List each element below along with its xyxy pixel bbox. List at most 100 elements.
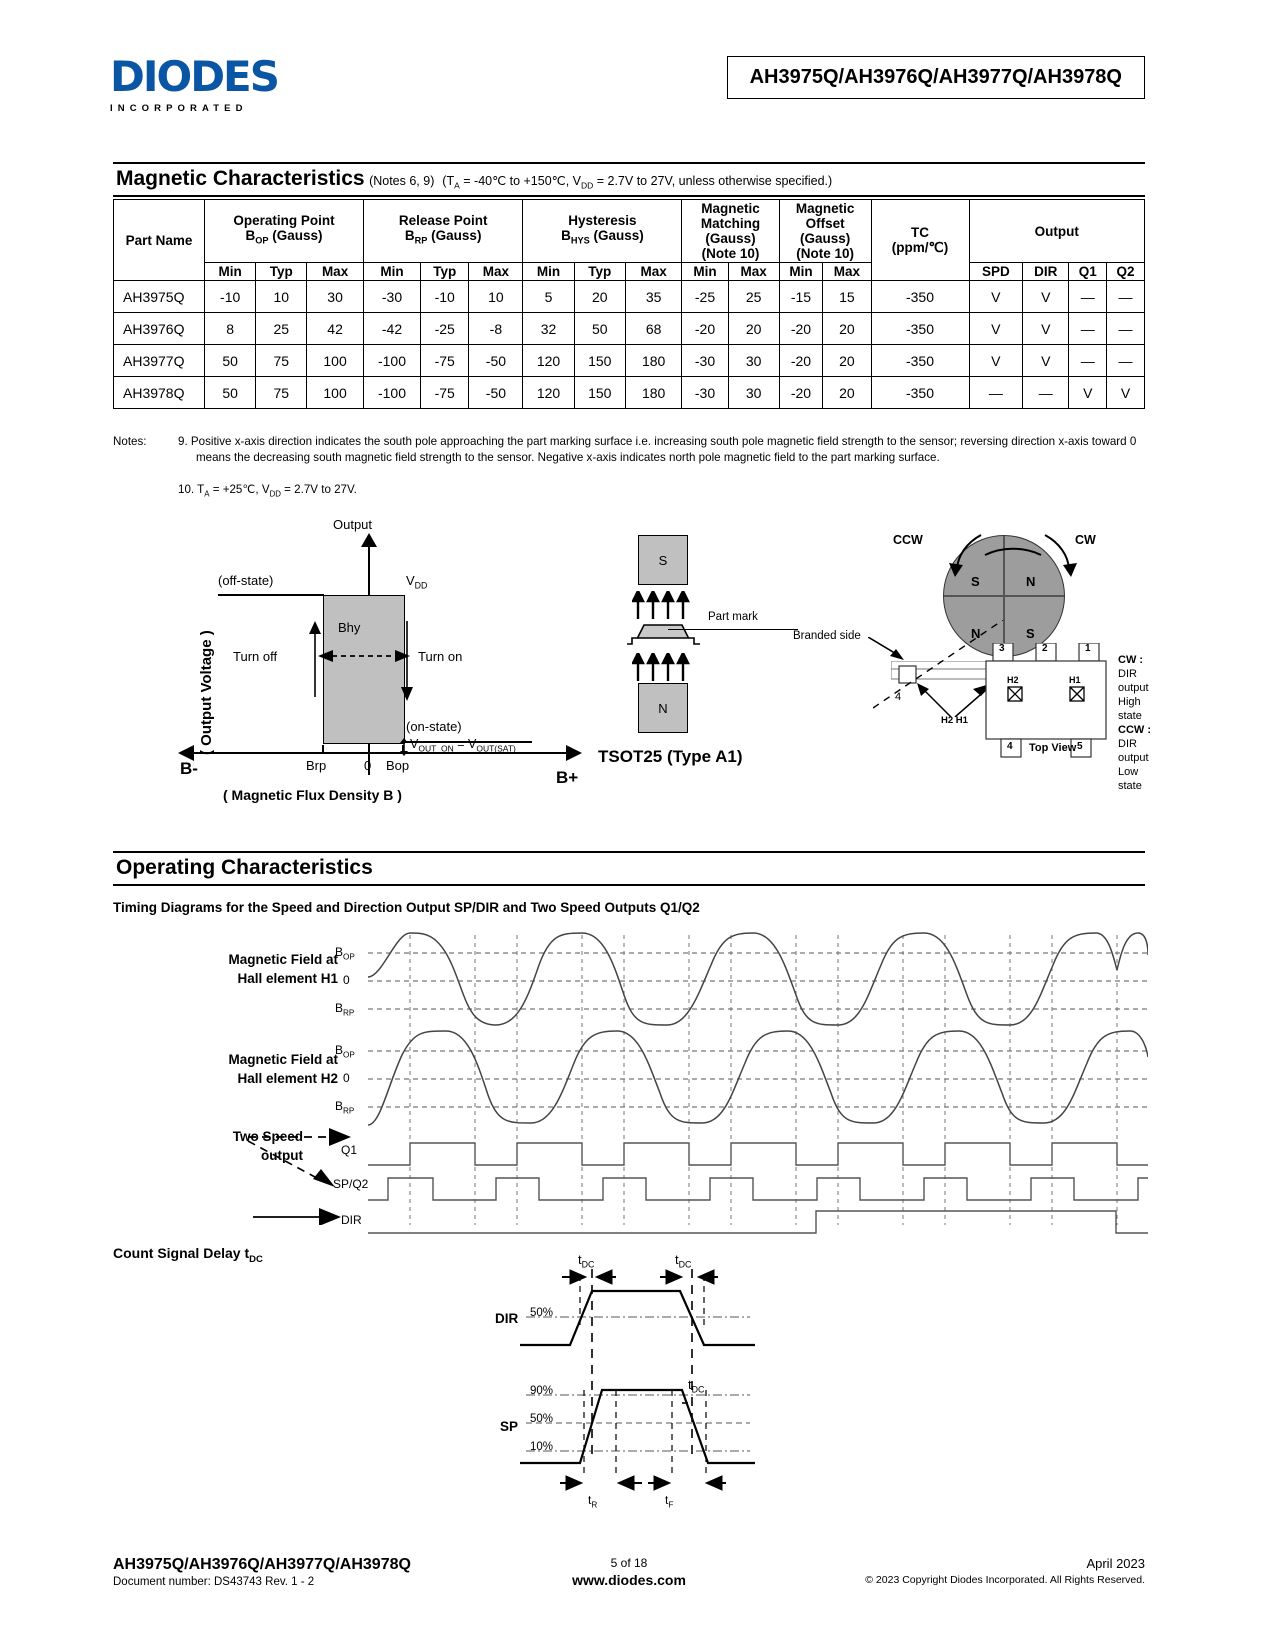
turn-off-label: Turn off — [233, 649, 278, 664]
operating-characteristics-heading: Operating Characteristics — [113, 851, 1145, 886]
y-axis-label: ( Output Voltage ) — [198, 630, 215, 755]
y-axis-arrow-icon — [361, 533, 377, 547]
tdc-label-right: tDC — [675, 1252, 692, 1270]
table-sub-header-row: Min Typ Max Min Typ Max Min Typ Max Min … — [114, 262, 1145, 281]
cell-part-name: AH3975Q — [113, 280, 205, 313]
cell-value: -50 — [468, 344, 524, 377]
header-output: Output — [968, 199, 1145, 263]
ccw-label: CCW — [893, 533, 923, 547]
subheader-bhys-typ: Typ — [573, 262, 626, 281]
cell-value: 20 — [727, 312, 780, 345]
top-view-label: Top View — [1029, 742, 1077, 754]
zero-tick-label: 0 — [364, 758, 372, 773]
x-axis-line — [188, 752, 578, 754]
cell-value: 50 — [203, 344, 257, 377]
notes-label: Notes: — [113, 435, 147, 448]
cell-value: -20 — [681, 312, 729, 345]
cell-value: -8 — [468, 312, 524, 345]
dir-signal-label: DIR — [341, 1213, 362, 1227]
cell-value: -20 — [778, 312, 824, 345]
dir-delay-label: DIR — [495, 1311, 519, 1326]
side-hall-labels: H2 H1 — [941, 715, 968, 726]
bhy-label: Bhy — [338, 620, 361, 635]
section-conditions: (TA = -40℃ to +150℃, VDD = 2.7V to 27V, … — [438, 174, 833, 191]
cell-value: V — [1068, 376, 1108, 409]
package-outline-icon — [627, 624, 700, 645]
cell-value: -75 — [420, 376, 470, 409]
bop-tick-label: Bop — [386, 758, 410, 773]
h2-trace-label: Magnetic Field at Hall element H2 — [113, 1050, 338, 1088]
figures-row: Output ( Output Voltage ) (off-state) VD… — [113, 517, 1151, 825]
cell-value: 100 — [306, 376, 364, 409]
magnet-wheel-disc: S N N S — [943, 535, 1065, 657]
cell-value: 5 — [522, 280, 575, 313]
diodes-logo: DIODES INCORPORATED — [110, 55, 335, 115]
section-notes-ref: (Notes 6, 9) — [369, 174, 435, 188]
cell-value: 50 — [203, 376, 257, 409]
south-magnet-block: S — [638, 535, 688, 585]
cell-part-name: AH3978Q — [113, 376, 205, 409]
cell-value: -30 — [681, 376, 729, 409]
cell-value: 75 — [255, 344, 308, 377]
table-row: AH3977Q 50 75 100 -100 -75 -50 120 150 180 -30 30 -2… — [113, 344, 1145, 377]
subheader-bhys-min: Min — [522, 262, 575, 281]
disc-horizontal-divider — [944, 595, 1064, 597]
website-link[interactable]: www.diodes.com — [572, 1572, 686, 1588]
legend-cw-title: CW : — [1118, 654, 1144, 666]
rotation-legend: CW : DIR output High state CCW : DIR out… — [1118, 653, 1153, 793]
cell-value: -10 — [203, 280, 257, 313]
branded-side-label: Branded side — [793, 630, 861, 642]
cell-value: 120 — [522, 376, 575, 409]
cell-value: V — [968, 344, 1024, 377]
cell-value: 25 — [255, 312, 308, 345]
subheader-offset-min: Min — [778, 262, 824, 281]
section-title: Magnetic Characteristics — [116, 167, 365, 190]
subheader-brp-min: Min — [362, 262, 422, 281]
footer-part-numbers: AH3975Q/AH3976Q/AH3977Q/AH3978Q — [113, 1556, 411, 1573]
brp-tick-label: Brp — [306, 758, 327, 773]
hall-h2-label: H2 — [1007, 675, 1019, 685]
cell-value: 35 — [624, 280, 683, 313]
header-magnetic-matching: Magnetic Matching (Gauss) (Note 10) — [681, 199, 780, 263]
subheader-match-max: Max — [727, 262, 780, 281]
header-operating-point: Operating Point BOP (Gauss) — [204, 199, 364, 263]
page-header: DIODES INCORPORATED AH3975Q/AH3976Q/AH39… — [110, 50, 1145, 130]
footer-left: AH3975Q/AH3976Q/AH3977Q/AH3978Q Document… — [113, 1556, 411, 1588]
cell-value: V — [968, 312, 1024, 345]
x-axis-caption: ( Magnetic Flux Density B ) — [223, 787, 402, 803]
cell-value: 180 — [624, 376, 683, 409]
cell-value: 42 — [306, 312, 364, 345]
cell-value: 30 — [306, 280, 364, 313]
dir-50-percent-label: 50% — [530, 1307, 554, 1319]
rotation-direction-figure: S N N S CCW CW Branded side — [773, 525, 1153, 825]
cell-value: -350 — [870, 376, 970, 409]
cell-value: 180 — [624, 344, 683, 377]
cell-value: — — [1068, 280, 1108, 313]
cell-value: 120 — [522, 344, 575, 377]
subheader-match-min: Min — [681, 262, 729, 281]
brp-tick — [322, 745, 324, 753]
subheader-offset-max: Max — [822, 262, 872, 281]
delay-waveforms — [520, 1269, 755, 1491]
part-mark-label: Part mark — [708, 611, 758, 623]
timing-waveforms — [368, 932, 1148, 1234]
cell-value: -10 — [420, 280, 470, 313]
logo-subtext: INCORPORATED — [110, 103, 248, 114]
branded-side-arrow-icon — [868, 637, 904, 660]
magnetic-characteristics-table: Part Name Operating Point BOP (Gauss) Rel… — [113, 199, 1145, 409]
cell-value: -25 — [420, 312, 470, 345]
subheader-bhys-max: Max — [624, 262, 683, 281]
timing-diagram-subtitle: Timing Diagrams for the Speed and Direct… — [113, 900, 700, 915]
h1-bop-level-label: BOP — [335, 945, 355, 962]
table-group-header-row: Part Name Operating Point BOP (Gauss) Rel… — [113, 199, 1145, 281]
header-tc: TC (ppm/℃) — [870, 199, 970, 281]
cell-value: — — [1068, 312, 1108, 345]
x-axis-left-arrow-icon — [178, 745, 194, 761]
pin-3-label: 3 — [999, 643, 1005, 654]
two-speed-connector-arrows-icon — [247, 1128, 351, 1225]
count-signal-delay-title: Count Signal Delay tDC — [113, 1245, 263, 1265]
cell-value: -42 — [362, 312, 422, 345]
legend-ccw-title: CCW : — [1118, 724, 1151, 736]
h1-label-line2: Hall element H1 — [237, 971, 338, 986]
hysteresis-region — [323, 595, 405, 744]
